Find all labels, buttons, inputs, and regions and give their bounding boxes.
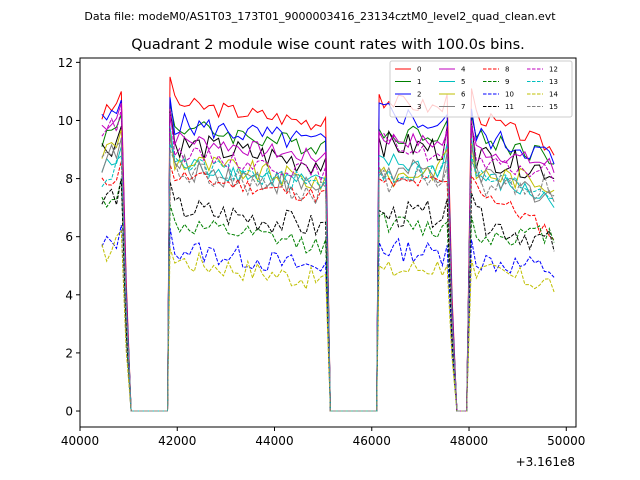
series-line-2 [101, 97, 555, 412]
x-tick-label: 40000 [61, 434, 99, 448]
legend-label-7: 7 [461, 103, 465, 111]
legend-label-6: 6 [461, 91, 466, 99]
series-line-4 [101, 102, 555, 412]
series-line-5 [101, 126, 555, 412]
plot-area [101, 76, 555, 412]
x-tick-label: 50000 [547, 434, 585, 448]
legend-box [389, 60, 573, 118]
x-offset-label: +3.161e8 [516, 455, 575, 469]
legend-label-3: 3 [417, 103, 421, 111]
y-tick-label: 6 [65, 230, 73, 244]
legend-label-12: 12 [549, 66, 558, 74]
legend-label-11: 11 [505, 103, 514, 111]
chart-title: Quadrant 2 module wise count rates with … [131, 37, 525, 53]
legend-label-1: 1 [417, 78, 421, 86]
legend-label-2: 2 [417, 91, 421, 99]
series-line-15 [101, 139, 555, 412]
x-tick-label: 42000 [158, 434, 196, 448]
series-line-8 [101, 160, 555, 412]
x-tick-label: 46000 [353, 434, 391, 448]
legend-label-8: 8 [505, 66, 509, 74]
series-line-3 [101, 108, 555, 412]
legend-label-10: 10 [505, 91, 514, 99]
legend-label-15: 15 [549, 103, 558, 111]
series-line-6 [101, 129, 555, 412]
series-line-11 [101, 178, 555, 412]
series-line-13 [101, 143, 555, 412]
series-line-1 [101, 102, 555, 412]
series-line-9 [101, 178, 555, 412]
series-line-14 [101, 229, 555, 412]
y-tick-label: 0 [65, 405, 73, 419]
axes-frame [79, 57, 577, 428]
series-line-10 [101, 224, 555, 412]
legend-label-9: 9 [505, 78, 509, 86]
x-tick-label: 48000 [450, 434, 488, 448]
chart-suptitle: Data file: modeM0/AS1T03_173T01_90000034… [84, 10, 556, 23]
legend-label-5: 5 [461, 78, 465, 86]
y-tick-label: 10 [58, 114, 73, 128]
x-tick-label: 44000 [255, 434, 293, 448]
legend-label-13: 13 [549, 78, 558, 86]
y-tick-label: 2 [65, 346, 73, 360]
y-tick-label: 12 [58, 56, 73, 70]
legend-label-4: 4 [461, 66, 466, 74]
legend-label-0: 0 [417, 66, 421, 74]
y-tick-label: 8 [65, 172, 73, 186]
y-tick-label: 4 [65, 288, 73, 302]
legend-label-14: 14 [549, 91, 558, 99]
